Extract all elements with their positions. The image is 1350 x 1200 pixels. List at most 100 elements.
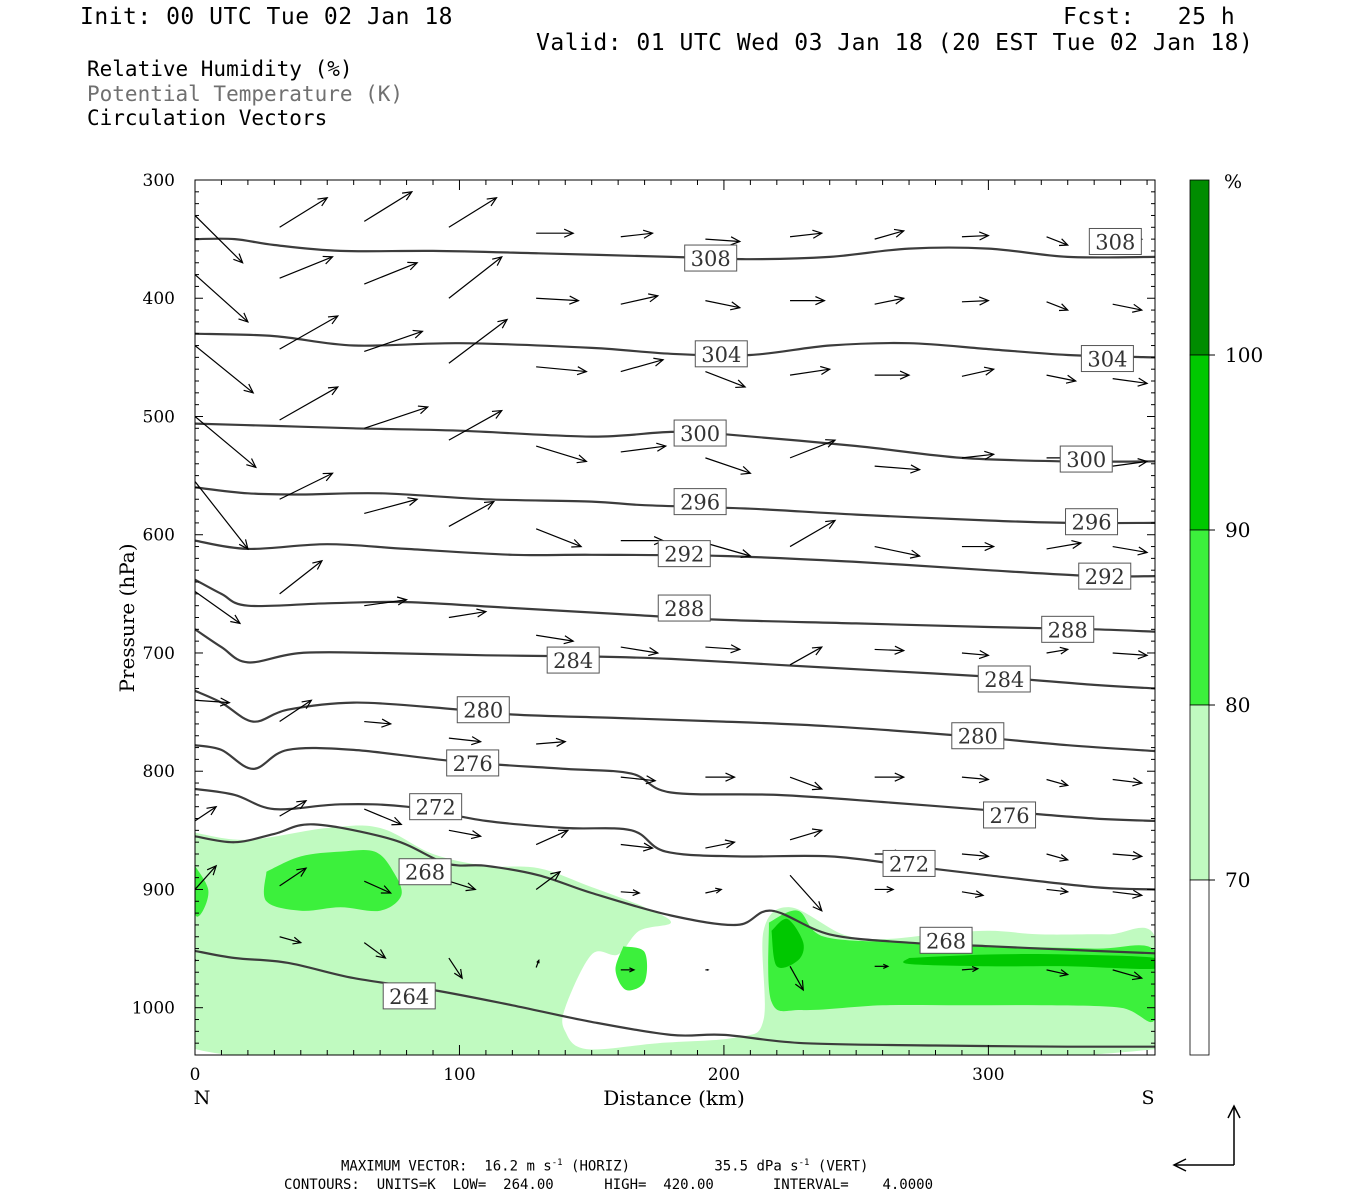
vector-shaft [535,445,587,462]
vector-shaft [789,874,823,912]
circulation-vector [874,885,895,893]
circulation-vector [448,500,496,527]
circulation-vector [195,864,218,890]
circulation-vector [705,542,752,558]
vector-head [978,774,990,784]
vector-head [1059,887,1070,895]
vector-head [893,228,906,238]
theta-label-272-0: 272 [416,796,456,820]
theta-label-264-0: 264 [389,985,429,1009]
vector-shaft [1046,969,1068,976]
circulation-vector [1046,887,1070,895]
theta-label-box-272-0 [409,793,463,821]
circulation-vector [961,850,990,861]
vector-shaft [961,453,994,459]
vector-head [1132,851,1144,861]
theta-contour-300 [195,422,1155,463]
circulation-vector [620,775,657,785]
vector-shaft [874,465,920,471]
vector-shaft [705,457,751,474]
circulation-vector [536,737,567,747]
circulation-vector [363,191,414,222]
circulation-vector [961,541,996,552]
colorbar-segment-2 [1189,529,1210,706]
vector-shaft [1112,778,1142,784]
vector-head [563,228,575,238]
circulation-vector [535,829,570,846]
circulation-vector [789,519,837,548]
vector-shaft [1112,969,1142,979]
circulation-vector [874,228,906,240]
max-vector-line: MAXIMUM VECTOR: 16.2 m s-1 (HORIZ) 35.5 … [341,1159,868,1174]
circulation-vector [620,889,641,897]
vector-shaft [448,610,487,619]
y-tick-label: 1000 [132,999,175,1019]
circulation-vector [364,497,419,515]
circulation-vector [279,196,329,228]
rh-area-80-2 [263,849,402,912]
vector-shaft [363,191,413,222]
circulation-vector [536,366,588,376]
theta-label-296-0: 296 [680,491,720,515]
vector-shaft [1112,652,1148,656]
vector-shaft [705,646,740,651]
circulation-vector [705,300,742,311]
vector-shaft [789,829,822,841]
circulation-vector [705,644,742,654]
vector-shaft [961,968,978,971]
vector-head [825,439,837,448]
circulation-vector [536,228,575,238]
vector-shaft [789,520,836,548]
vector-head [978,296,990,306]
vector-head [476,608,488,618]
vector-head [483,500,496,510]
circulation-vector [1112,377,1149,387]
vector-head [296,800,308,810]
circulation-vector [535,445,588,464]
circulation-vector [1046,646,1070,655]
circulation-vector [363,942,387,959]
y-tick-label: 400 [143,289,175,309]
vector-shaft [536,741,566,745]
vector-head [576,454,588,464]
vector-shaft [1046,236,1068,246]
circulation-vector [1112,969,1144,981]
vector-shaft [364,599,407,607]
valid-time: Valid: 01 UTC Wed 03 Jan 18 (20 EST Tue … [536,30,1254,56]
circulation-vector [448,196,498,228]
vector-head [407,261,419,271]
colorbar-segment-3 [1189,704,1210,881]
max-vert-value: 35.5 dPa s [714,1158,799,1175]
vector-head [497,318,509,329]
circulation-vector [448,409,504,441]
vector-shaft [448,957,463,979]
theta-label-box-304-1 [1080,345,1134,373]
rh-colorbar: 100 90 80 70 [1189,179,1263,1056]
theta-label-284-0: 284 [553,649,593,673]
field-rh-label: Relative Humidity (%) [87,57,353,81]
vector-head [465,882,477,892]
vector-head [492,255,503,266]
circulation-vector [961,649,990,660]
circulation-vector [705,887,723,894]
circulation-vector [874,963,890,969]
circulation-vector [789,229,824,239]
vector-head [812,229,824,239]
circulation-vector [1046,778,1070,788]
theta-contour-264 [195,949,1155,1048]
y-axis-title: Pressure (hPa) [115,544,139,693]
theta-label-292-0: 292 [664,543,704,567]
theta-label-box-284-0 [546,646,600,674]
circulation-vector [195,416,257,469]
vector-shaft [279,256,333,279]
vector-head [740,549,752,558]
theta-label-box-308-0 [684,244,738,272]
theta-label-268-1: 268 [926,929,966,953]
forecast-hour: Fcst: 25 h [1063,4,1236,30]
circulation-vector [279,936,303,945]
vector-head [730,644,742,654]
vector-head [1058,238,1070,247]
vector-shaft [1046,542,1082,550]
vector-head [632,889,641,897]
theta-label-284-1: 284 [984,668,1024,692]
